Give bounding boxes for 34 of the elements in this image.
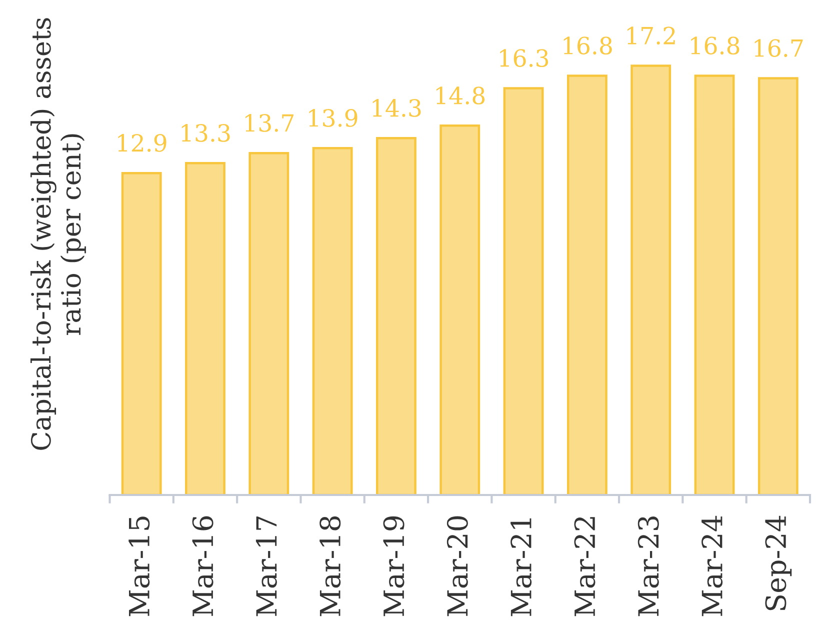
bar [121, 172, 162, 496]
data-label: 13.7 [245, 114, 294, 132]
bar [566, 74, 608, 496]
x-tick-label: Mar-24 [702, 516, 723, 616]
data-label: 16.3 [500, 49, 548, 67]
x-tick-label: Mar-22 [574, 517, 596, 616]
data-label: 17.2 [627, 26, 675, 45]
bar [440, 124, 480, 496]
data-label: 16.7 [754, 39, 803, 58]
x-tick-label: Mar-15 [128, 516, 150, 616]
x-tick-label: Mar-18 [320, 516, 341, 616]
data-label: 14.8 [436, 86, 485, 104]
bar [248, 152, 290, 496]
data-label: 13.9 [309, 109, 358, 127]
x-tick-label: Mar-20 [446, 516, 468, 616]
data-label: 13.3 [182, 124, 230, 142]
bar [694, 74, 735, 496]
x-tick-label: Sep-24 [765, 516, 792, 610]
x-tick-label: Mar-16 [192, 516, 214, 616]
x-tick-label: Mar-17 [256, 516, 277, 616]
data-label: 16.8 [564, 36, 612, 55]
y-axis-title: Capital-to-risk (weighted) assets ratio (per cent) [30, 18, 86, 450]
data-label: 16.8 [691, 36, 740, 55]
data-label: 12.9 [118, 134, 166, 152]
x-tick-label: Mar-21 [510, 518, 532, 616]
bar [376, 137, 416, 496]
bar [185, 162, 226, 496]
x-tick-label: Mar-19 [383, 516, 404, 616]
bar [758, 77, 798, 496]
data-label: 14.3 [372, 99, 421, 117]
bar [312, 147, 353, 496]
x-tick-label: Mar-23 [638, 516, 659, 616]
bar [503, 87, 544, 496]
bar [630, 64, 672, 496]
